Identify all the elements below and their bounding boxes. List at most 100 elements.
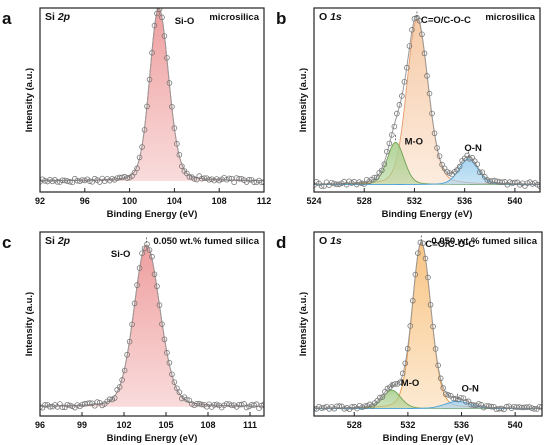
data-point [139, 250, 145, 257]
data-point [119, 377, 125, 383]
data-point [379, 394, 386, 400]
data-point [458, 395, 464, 401]
data-point [531, 406, 538, 412]
data-point [261, 179, 264, 186]
data-point [484, 177, 491, 183]
data-point [402, 360, 409, 367]
data-point [361, 403, 368, 409]
peak-label: Si-O [111, 249, 131, 260]
data-point [54, 179, 61, 185]
data-point [426, 90, 433, 97]
data-point [141, 127, 148, 133]
data-point [176, 389, 183, 396]
data-point [191, 176, 198, 182]
y-axis-label: Intensity (a.u.) [298, 292, 309, 356]
data-point [378, 167, 385, 174]
data-point [201, 175, 208, 181]
x-tick-label: 100 [122, 196, 137, 206]
data-point [391, 123, 398, 130]
data-point [427, 301, 434, 308]
x-tick-label: 540 [507, 196, 522, 206]
sample-label: 0.050 wt.% fumed silica [431, 236, 537, 247]
data-point [161, 336, 168, 343]
data-point [499, 179, 506, 186]
panel-a: 92 96 100 104 108 112 Binding Energy (eV) Inten… [2, 7, 272, 220]
data-point [429, 110, 435, 117]
data-point [432, 346, 439, 352]
data-point [440, 385, 447, 391]
data-point [231, 179, 237, 186]
peak-area-c-o-c-o-c [314, 19, 540, 185]
data-point [86, 178, 93, 184]
data-point [149, 50, 155, 56]
data-point [396, 102, 403, 108]
peak-area-si-o [40, 244, 264, 407]
data-point [159, 321, 165, 327]
y-axis-label: Intensity (a.u.) [24, 292, 35, 356]
y-axis-label: Intensity (a.u.) [24, 68, 35, 132]
data-point [475, 401, 482, 407]
data-point [124, 351, 130, 358]
data-point [384, 148, 390, 155]
data-point [437, 375, 444, 382]
panel-letter: b [276, 9, 286, 28]
data-point [435, 362, 441, 369]
spectrum-title: Si 2p [45, 235, 71, 247]
panel-d: 528 532 536 540 Binding Energy (eV) Intensity… [276, 231, 543, 444]
x-tick-label: 536 [457, 196, 472, 206]
x-axis-label: Binding Energy (eV) [382, 209, 473, 220]
x-tick-label: 104 [167, 196, 182, 206]
data-point [149, 253, 155, 260]
data-point [106, 396, 113, 403]
data-point [139, 144, 145, 150]
peak-label: M-O [405, 136, 423, 147]
data-point [434, 145, 440, 151]
data-point [251, 402, 257, 408]
peak-label: M-O [401, 378, 419, 389]
data-point [415, 250, 421, 256]
data-point [431, 130, 438, 137]
data-point [151, 22, 158, 29]
data-point [404, 345, 411, 352]
data-point [389, 132, 395, 138]
data-point [146, 76, 153, 83]
data-point [512, 179, 518, 186]
data-point [416, 17, 423, 24]
data-point [318, 405, 325, 411]
data-point [154, 283, 160, 290]
x-tick-label: 536 [454, 420, 469, 430]
data-point [491, 177, 498, 184]
data-point [86, 400, 93, 406]
data-point [430, 323, 436, 330]
data-point [399, 93, 405, 99]
data-point [40, 404, 43, 410]
data-point [460, 395, 467, 401]
data-point [371, 174, 378, 181]
sample-label: 0.050 wt.% fumed silica [153, 236, 259, 247]
data-point [442, 391, 449, 397]
data-point [164, 55, 170, 61]
data-point [179, 163, 185, 170]
x-tick-label: 96 [35, 420, 45, 430]
panel-letter: a [2, 9, 12, 28]
data-point [228, 402, 235, 409]
plot-area [314, 234, 542, 413]
x-tick-label: 112 [257, 196, 272, 206]
x-tick-label: 92 [35, 196, 45, 206]
data-point [121, 367, 128, 374]
x-tick-label: 105 [158, 420, 173, 430]
plot-frame [39, 7, 265, 193]
data-point [381, 161, 388, 168]
data-point [169, 371, 175, 378]
x-tick-label: 532 [400, 420, 415, 430]
data-point [226, 175, 232, 182]
peak-area-o-n [314, 158, 540, 185]
data-point [42, 402, 48, 408]
data-point [186, 173, 193, 180]
x-tick-label: 532 [407, 196, 422, 206]
data-point [238, 401, 245, 408]
data-point [159, 14, 165, 21]
data-point [59, 404, 66, 411]
data-point [336, 181, 342, 188]
data-point [164, 349, 170, 356]
